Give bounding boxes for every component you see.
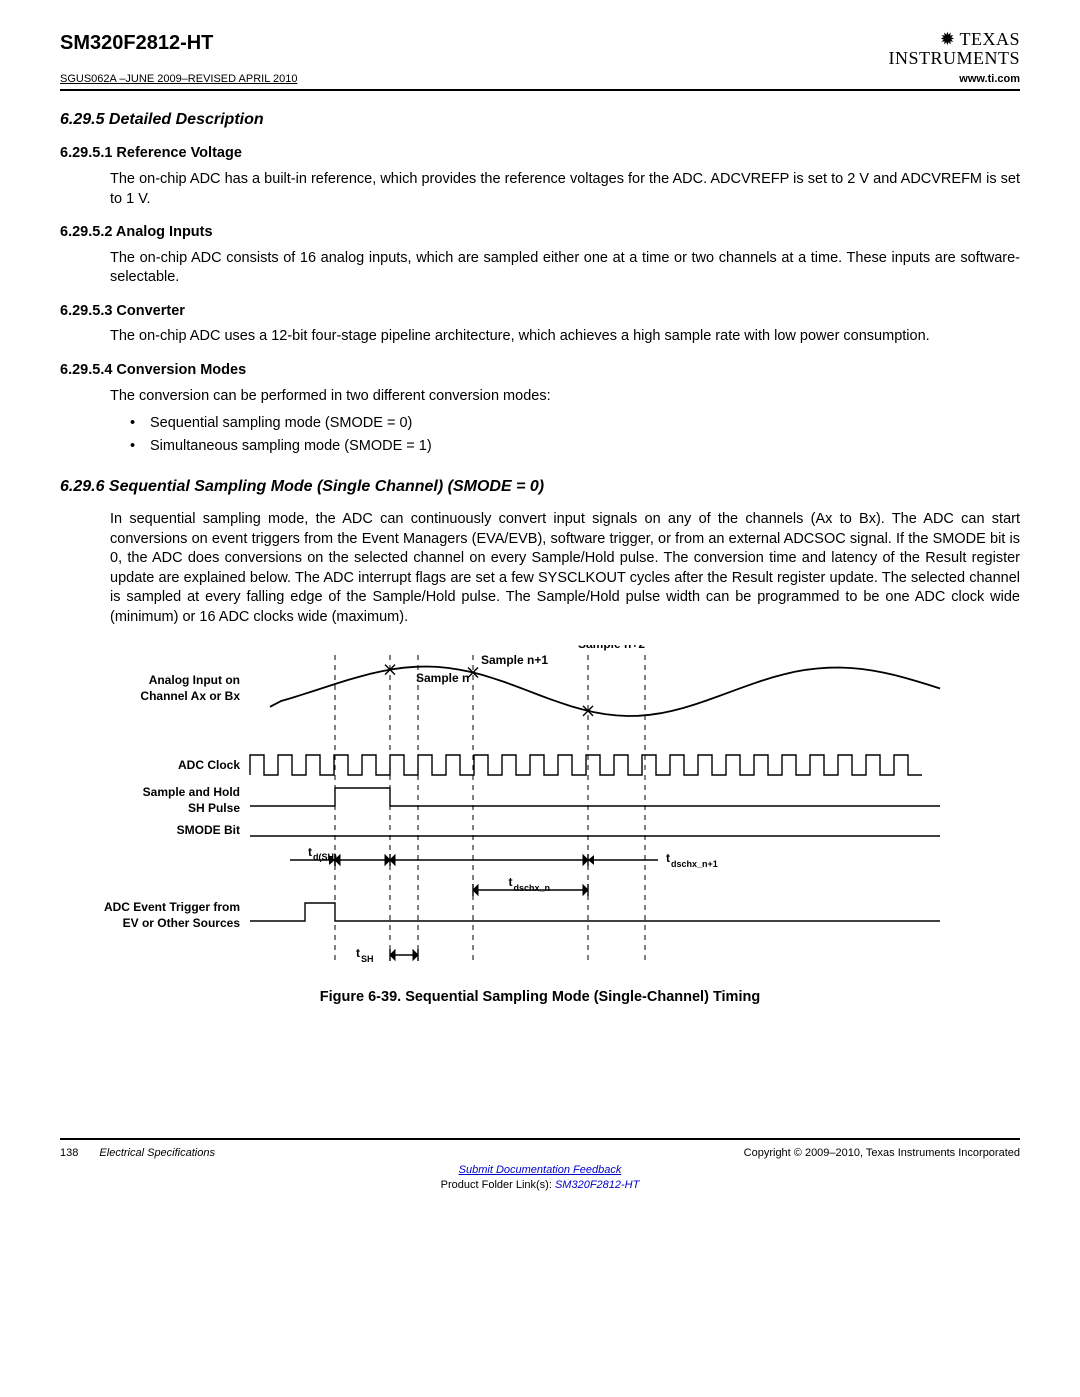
mode-item-1: Simultaneous sampling mode (SMODE = 1) bbox=[130, 435, 1020, 458]
svg-text:t: t bbox=[666, 851, 670, 865]
svg-text:dschx_n: dschx_n bbox=[514, 883, 551, 893]
svg-text:EV or Other Sources: EV or Other Sources bbox=[123, 916, 241, 930]
body-6-29-6: In sequential sampling mode, the ADC can… bbox=[110, 510, 1020, 627]
logo-texas: TEXAS bbox=[960, 29, 1021, 49]
svg-text:ADC Event Trigger from: ADC Event Trigger from bbox=[104, 900, 240, 914]
svg-text:t: t bbox=[308, 845, 312, 859]
submit-feedback-link[interactable]: Submit Documentation Feedback bbox=[459, 1164, 622, 1176]
footer-section: Electrical Specifications bbox=[99, 1147, 215, 1159]
heading-6-29-5-3: 6.29.5.3 Converter bbox=[60, 302, 1020, 322]
part-number: SM320F2812-HT bbox=[60, 30, 213, 57]
svg-text:SH: SH bbox=[361, 954, 374, 964]
body-6-29-5-3: The on-chip ADC uses a 12-bit four-stage… bbox=[110, 327, 1020, 347]
figure-caption: Figure 6-39. Sequential Sampling Mode (S… bbox=[90, 988, 990, 1008]
svg-text:Sample and Hold: Sample and Hold bbox=[143, 785, 240, 799]
doc-revision: SGUS062A –JUNE 2009–REVISED APRIL 2010 bbox=[60, 72, 297, 87]
mode-item-0: Sequential sampling mode (SMODE = 0) bbox=[130, 412, 1020, 435]
header-url[interactable]: www.ti.com bbox=[959, 72, 1020, 87]
svg-text:t: t bbox=[509, 875, 513, 889]
svg-text:SH Pulse: SH Pulse bbox=[188, 801, 240, 815]
svg-text:ADC Clock: ADC Clock bbox=[178, 758, 240, 772]
svg-text:Channel Ax or Bx: Channel Ax or Bx bbox=[140, 689, 240, 703]
svg-text:d(SH): d(SH) bbox=[313, 852, 337, 862]
folder-link[interactable]: SM320F2812-HT bbox=[555, 1179, 639, 1191]
heading-6-29-6: 6.29.6 Sequential Sampling Mode (Single … bbox=[60, 476, 1020, 498]
heading-6-29-5-2: 6.29.5.2 Analog Inputs bbox=[60, 223, 1020, 243]
svg-text:Sample n+2: Sample n+2 bbox=[578, 645, 645, 651]
folder-prefix: Product Folder Link(s): bbox=[441, 1179, 555, 1191]
logo-instruments: INSTRUMENTS bbox=[888, 48, 1020, 68]
body-6-29-5-4-intro: The conversion can be performed in two d… bbox=[110, 387, 1020, 407]
heading-6-29-5: 6.29.5 Detailed Description bbox=[60, 109, 1020, 131]
heading-6-29-5-4: 6.29.5.4 Conversion Modes bbox=[60, 361, 1020, 381]
body-6-29-5-1: The on-chip ADC has a built-in reference… bbox=[110, 170, 1020, 209]
body-6-29-5-2: The on-chip ADC consists of 16 analog in… bbox=[110, 249, 1020, 288]
heading-6-29-5-1: 6.29.5.1 Reference Voltage bbox=[60, 144, 1020, 164]
conversion-modes-list: Sequential sampling mode (SMODE = 0) Sim… bbox=[130, 412, 1020, 458]
ti-logo: ✹ TEXAS INSTRUMENTS bbox=[888, 30, 1020, 68]
svg-text:dschx_n+1: dschx_n+1 bbox=[671, 859, 718, 869]
svg-text:SMODE Bit: SMODE Bit bbox=[177, 823, 240, 837]
timing-diagram: Analog Input on Channel Ax or Bx ADC Clock… bbox=[90, 645, 950, 975]
svg-text:Analog Input on: Analog Input on bbox=[149, 673, 240, 687]
copyright: Copyright © 2009–2010, Texas Instruments… bbox=[744, 1146, 1020, 1161]
svg-text:Sample n+1: Sample n+1 bbox=[481, 653, 548, 667]
svg-text:t: t bbox=[356, 946, 360, 960]
page-number: 138 bbox=[60, 1147, 78, 1159]
svg-text:Sample n: Sample n bbox=[416, 671, 469, 685]
figure-6-39: Analog Input on Channel Ax or Bx ADC Clock… bbox=[90, 645, 990, 1007]
